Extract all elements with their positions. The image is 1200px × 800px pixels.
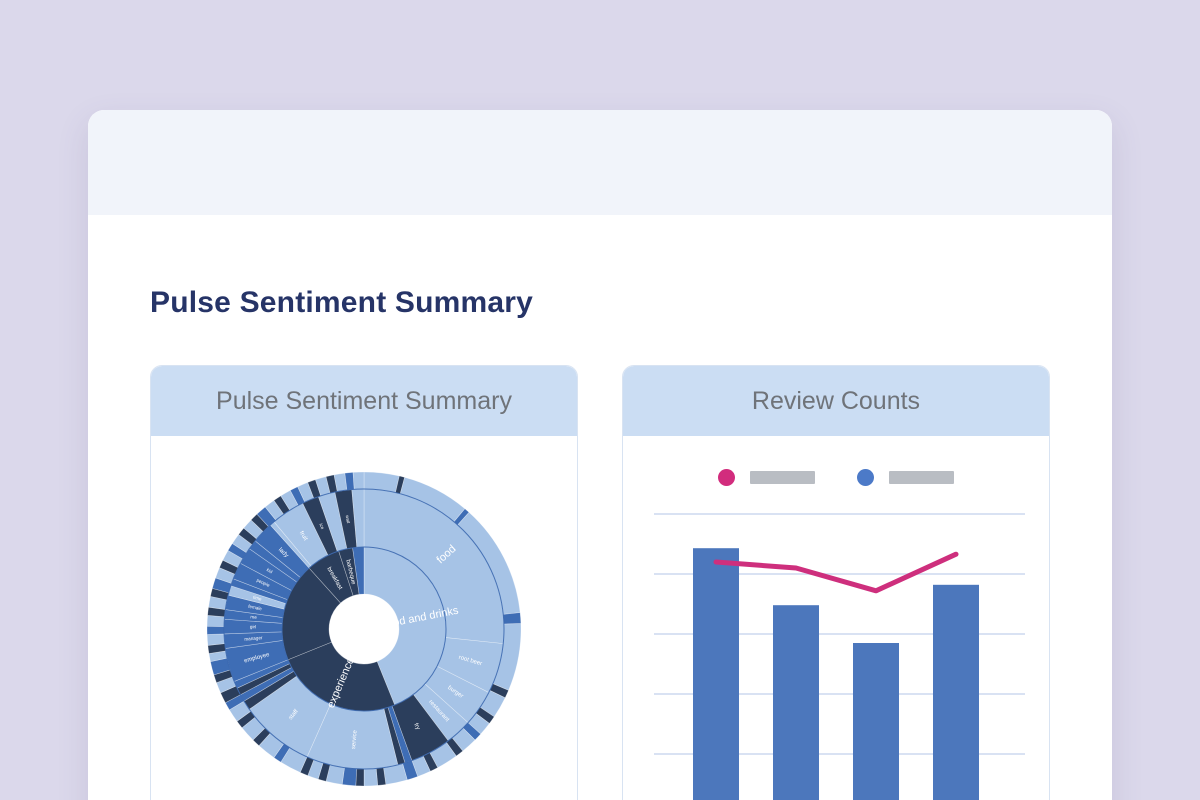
review-counts-panel: Review Counts bbox=[622, 365, 1050, 800]
card-topbar bbox=[88, 110, 1112, 215]
sunburst-ring-outline bbox=[223, 488, 505, 770]
legend-label-placeholder bbox=[889, 471, 954, 484]
review-count-bar[interactable] bbox=[853, 643, 899, 800]
review-count-bar[interactable] bbox=[933, 584, 979, 800]
review-counts-panel-title: Review Counts bbox=[751, 386, 921, 415]
review-counts-panel-header: Review Counts bbox=[623, 366, 1049, 436]
sunburst-label: fruit bbox=[298, 530, 309, 542]
app-card: Pulse Sentiment Summary Pulse Sentiment … bbox=[88, 110, 1112, 800]
sunburst-outer-segment[interactable] bbox=[352, 471, 365, 490]
sunburst-label: ice bbox=[318, 523, 325, 531]
sunburst-label: service bbox=[351, 729, 359, 749]
sunburst-label: lady bbox=[277, 547, 289, 559]
legend-item-bar-series[interactable] bbox=[857, 469, 954, 486]
sunburst-label: girl bbox=[250, 624, 256, 629]
sunburst-label: wait bbox=[345, 515, 351, 525]
sunburst-label: staff bbox=[288, 709, 300, 722]
sunburst-panel-title: Pulse Sentiment Summary bbox=[216, 386, 512, 415]
legend-dot-pink-icon bbox=[718, 469, 735, 486]
sunburst-panel-header: Pulse Sentiment Summary bbox=[151, 366, 577, 436]
sunburst-label: kid bbox=[266, 567, 274, 575]
legend-label-placeholder bbox=[750, 471, 815, 484]
sunburst-outer-segment[interactable] bbox=[363, 768, 379, 787]
sunburst-panel: Pulse Sentiment Summary food and drinks e… bbox=[150, 365, 578, 800]
sunburst-label: time bbox=[253, 595, 263, 602]
sunburst-label: me bbox=[250, 614, 257, 620]
sunburst-label: manager bbox=[244, 635, 263, 642]
sunburst-outer-segment[interactable] bbox=[206, 633, 226, 646]
sunburst-label: barbeque bbox=[344, 559, 356, 586]
trend-line[interactable] bbox=[713, 551, 959, 594]
page-title: Pulse Sentiment Summary bbox=[150, 286, 534, 319]
sunburst-label: people bbox=[256, 578, 271, 588]
chart-legend bbox=[623, 469, 1049, 486]
sunburst-panel-body: food and drinks experience breakfast barbeq… bbox=[151, 436, 577, 800]
review-counts-bar-chart[interactable] bbox=[623, 436, 1050, 800]
legend-item-line-series[interactable] bbox=[718, 469, 815, 486]
sunburst-outer-segment[interactable] bbox=[206, 625, 225, 635]
sunburst-outer-segment[interactable] bbox=[206, 614, 225, 627]
legend-dot-blue-icon bbox=[857, 469, 874, 486]
review-count-bar[interactable] bbox=[693, 548, 739, 800]
sunburst-label: fry bbox=[412, 722, 420, 731]
sunburst-label: female bbox=[248, 604, 263, 612]
sunburst-outer-segment[interactable] bbox=[502, 612, 522, 625]
sunburst-outer-segment[interactable] bbox=[355, 768, 365, 787]
review-count-bar[interactable] bbox=[773, 605, 819, 800]
sunburst-ring-outline bbox=[281, 546, 447, 712]
review-counts-panel-body bbox=[623, 436, 1049, 800]
